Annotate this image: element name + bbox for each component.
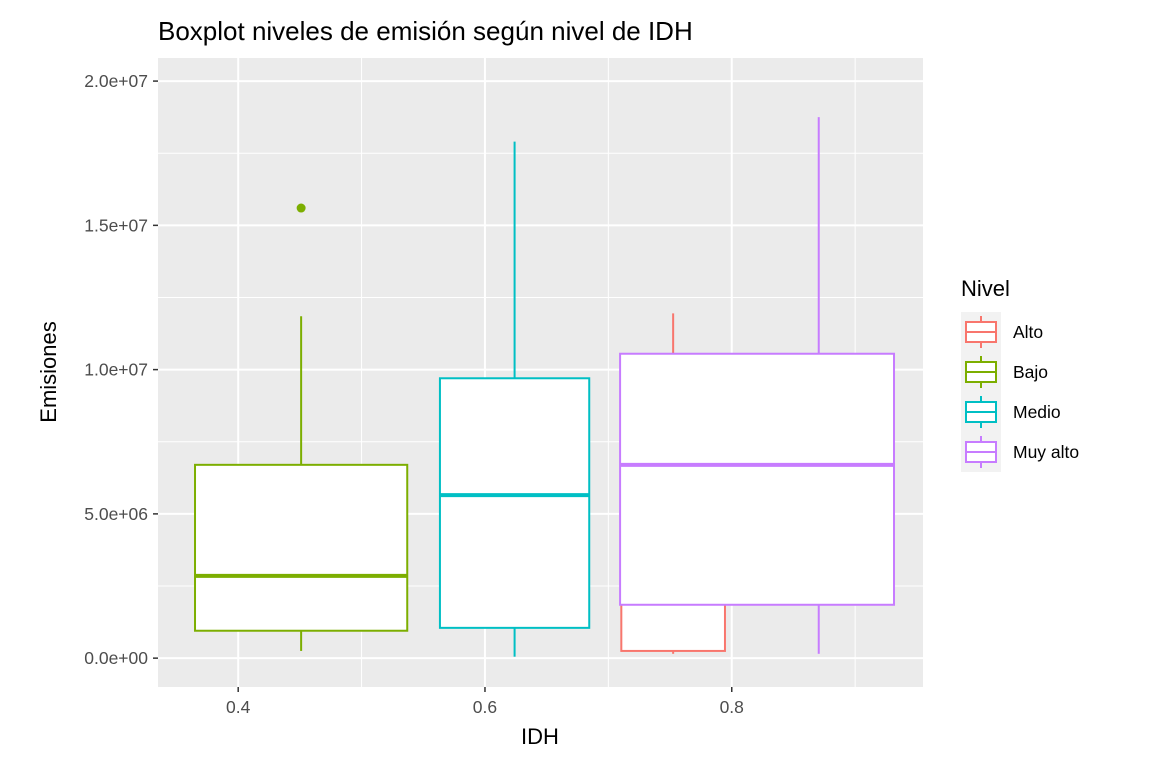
y-axis-title: Emisiones [36,321,61,422]
x-axis: 0.4 0.6 0.8 [226,687,744,717]
legend-label: Medio [1013,402,1061,422]
box-medio [438,141,591,657]
legend: Nivel Alto Bajo Medio Muy alto [961,276,1079,472]
y-tick-label: 1.5e+07 [84,215,148,235]
box-muy-alto [619,117,896,654]
box-body [194,463,409,632]
y-tick-label: 0.0e+00 [84,648,148,668]
chart-title: Boxplot niveles de emisión según nivel d… [158,16,693,46]
x-tick-label: 0.8 [720,697,744,717]
legend-label: Muy alto [1013,442,1079,462]
y-tick-label: 5.0e+06 [84,504,148,524]
box-body [619,352,896,606]
y-tick-label: 1.0e+07 [84,360,148,380]
legend-item-alto: Alto [961,312,1043,352]
box-body [438,377,591,629]
x-axis-title: IDH [521,724,559,749]
x-tick-label: 0.4 [226,697,251,717]
legend-item-medio: Medio [961,392,1061,432]
outlier-point [296,203,306,213]
legend-title: Nivel [961,276,1010,301]
legend-item-bajo: Bajo [961,352,1048,392]
boxes [194,117,896,657]
y-tick-label: 2.0e+07 [84,71,148,91]
y-axis: 0.0e+00 5.0e+06 1.0e+07 1.5e+07 2.0e+07 [84,71,158,668]
legend-label: Alto [1013,322,1043,342]
legend-item-muy-alto: Muy alto [961,432,1079,472]
box-bajo [194,203,409,651]
x-tick-label: 0.6 [473,697,497,717]
legend-label: Bajo [1013,362,1048,382]
